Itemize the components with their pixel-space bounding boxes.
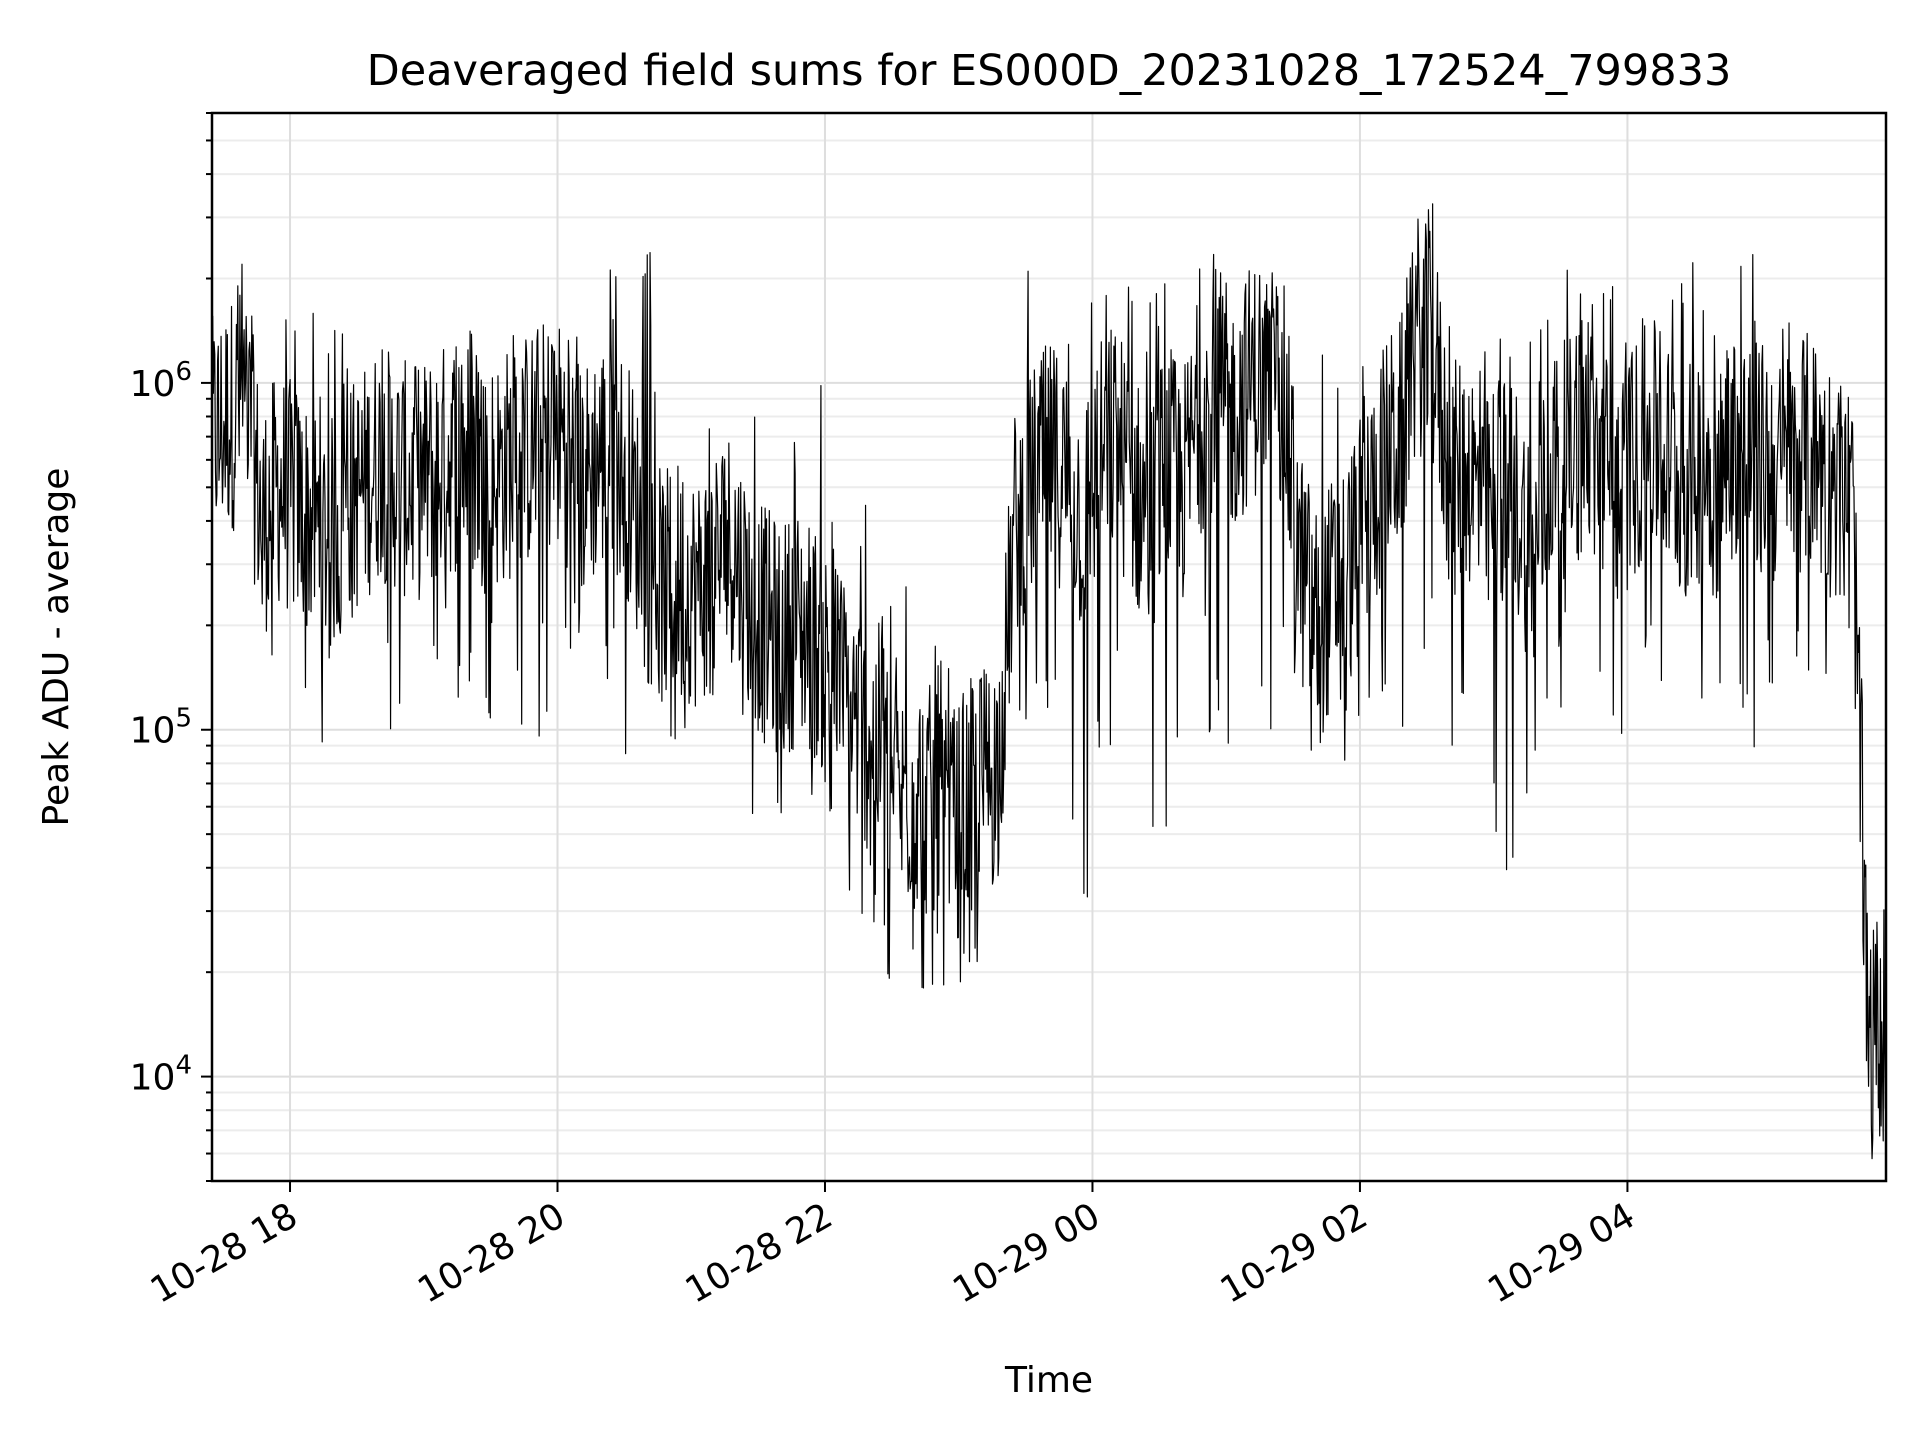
x-axis-label: Time (1004, 1360, 1093, 1401)
y-tick-label: 106 (130, 357, 192, 405)
y-tick-exponent: 5 (175, 704, 192, 734)
major-gridlines (212, 113, 1886, 1181)
y-axis-label: Peak ADU - average (36, 468, 77, 827)
series-group (211, 203, 1887, 1160)
chart-title: Deaveraged field sums for ES000D_2023102… (367, 46, 1732, 96)
series-line (211, 203, 1887, 1160)
y-tick-exponent: 6 (175, 357, 192, 387)
y-tick-base: 10 (130, 711, 176, 752)
axes-frame (210, 111, 1888, 1183)
y-tick-base: 10 (130, 364, 176, 405)
y-tick-label: 105 (130, 704, 192, 752)
y-tick-base: 10 (130, 1058, 176, 1099)
y-tick-exponent: 4 (175, 1051, 192, 1081)
y-tick-label: 104 (130, 1051, 192, 1099)
